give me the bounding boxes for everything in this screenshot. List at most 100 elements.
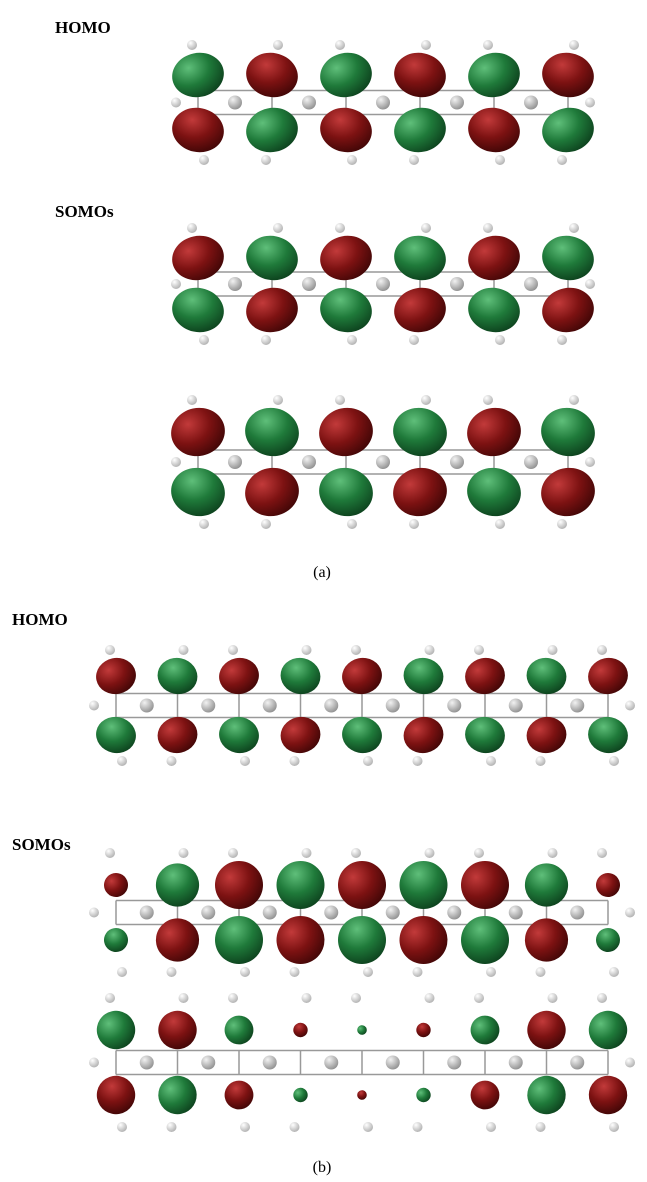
hydrogen-atom — [351, 645, 361, 655]
orbital-lobe — [463, 463, 526, 521]
orbital-lobe — [102, 871, 130, 899]
hydrogen-atom — [228, 993, 238, 1003]
hydrogen-atom — [413, 756, 423, 766]
hydrogen-atom — [585, 457, 595, 467]
orbital-lobe — [277, 713, 324, 757]
hydrogen-atom — [536, 1122, 546, 1132]
orbital-lobe — [339, 713, 386, 757]
hydrogen-atom — [548, 848, 558, 858]
hydrogen-atom — [483, 40, 493, 50]
orbital-lobe — [168, 231, 228, 285]
hydrogen-atom — [569, 223, 579, 233]
hydrogen-atom — [261, 155, 271, 165]
hydrogen-atom — [413, 967, 423, 977]
carbon-atom — [524, 455, 538, 469]
hydrogen-atom — [240, 1122, 250, 1132]
hydrogen-atom — [335, 395, 345, 405]
orbital-lobe — [400, 654, 447, 698]
carbon-atom — [228, 96, 242, 110]
hydrogen-atom — [495, 335, 505, 345]
orbital-lobe — [93, 1072, 139, 1118]
hydrogen-atom — [187, 223, 197, 233]
homo-label: HOMO — [12, 610, 68, 629]
orbital-lobe — [241, 403, 304, 461]
hydrogen-atom — [187, 40, 197, 50]
orbital-lobe — [462, 654, 509, 698]
hydrogen-atom — [409, 519, 419, 529]
hydrogen-atom — [351, 993, 361, 1003]
hydrogen-atom — [290, 967, 300, 977]
orbital-lobe — [242, 48, 302, 102]
hydrogen-atom — [335, 40, 345, 50]
carbon-atom — [447, 699, 461, 713]
carbon-atom — [386, 1056, 400, 1070]
orbital-lobe — [241, 463, 304, 521]
orbital-lobe — [334, 912, 391, 969]
hydrogen-atom — [117, 1122, 127, 1132]
hydrogen-atom — [474, 645, 484, 655]
orbital-lobe — [292, 1021, 309, 1038]
orbital-lobe — [272, 912, 329, 969]
orbital-lobe — [334, 857, 391, 914]
hydrogen-atom — [625, 908, 635, 918]
hydrogen-atom — [187, 395, 197, 405]
orbital-lobe — [356, 1089, 367, 1100]
carbon-atom — [570, 906, 584, 920]
hydrogen-atom — [597, 848, 607, 858]
hydrogen-atom — [179, 993, 189, 1003]
hydrogen-atom — [89, 701, 99, 711]
orbital-lobe — [242, 231, 302, 285]
orbital-lobe — [538, 48, 598, 102]
hydrogen-atom — [597, 645, 607, 655]
orbital-lobe — [538, 103, 598, 157]
orbital-lobe — [389, 463, 452, 521]
carbon-atom — [201, 699, 215, 713]
orbital-lobe — [292, 1086, 309, 1103]
carbon-atom — [376, 96, 390, 110]
hydrogen-atom — [290, 1122, 300, 1132]
orbital-lobe — [468, 1078, 502, 1112]
orbital-lobe — [521, 859, 572, 910]
hydrogen-atom — [240, 756, 250, 766]
hydrogen-atom — [495, 155, 505, 165]
hydrogen-atom — [421, 40, 431, 50]
carbon-atom — [324, 906, 338, 920]
carbon-atom — [450, 96, 464, 110]
hydrogen-atom — [425, 848, 435, 858]
carbon-atom — [450, 277, 464, 291]
orbital-lobe — [216, 713, 263, 757]
carbon-atom — [263, 699, 277, 713]
hydrogen-atom — [536, 967, 546, 977]
orbital-lobe — [400, 713, 447, 757]
carbon-atom — [140, 1056, 154, 1070]
carbon-atom — [509, 1056, 523, 1070]
orbital-lobe — [211, 912, 268, 969]
hydrogen-atom — [261, 519, 271, 529]
orbital-lobe — [594, 871, 622, 899]
orbital-lobe — [222, 1078, 256, 1112]
hydrogen-atom — [351, 848, 361, 858]
orbital-lobe — [457, 857, 514, 914]
hydrogen-atom — [609, 756, 619, 766]
orbital-lobe — [316, 48, 376, 102]
hydrogen-atom — [609, 1122, 619, 1132]
hydrogen-atom — [413, 1122, 423, 1132]
carbon-atom — [201, 906, 215, 920]
hydrogen-atom — [421, 395, 431, 405]
orbital-lobe — [463, 403, 526, 461]
hydrogen-atom — [273, 223, 283, 233]
orbital-lobe — [356, 1024, 367, 1035]
orbital-lobe — [585, 1007, 631, 1053]
orbital-lobe — [464, 283, 524, 337]
hydrogen-atom — [548, 993, 558, 1003]
carbon-atom — [386, 906, 400, 920]
carbon-atom — [263, 1056, 277, 1070]
orbital-lobe — [390, 103, 450, 157]
orbital-lobe — [390, 48, 450, 102]
orbital-lobe — [216, 654, 263, 698]
hydrogen-atom — [569, 40, 579, 50]
orbital-lobe — [390, 283, 450, 337]
orbital-lobe — [315, 463, 378, 521]
hydrogen-atom — [625, 1058, 635, 1068]
carbon-atom — [324, 699, 338, 713]
